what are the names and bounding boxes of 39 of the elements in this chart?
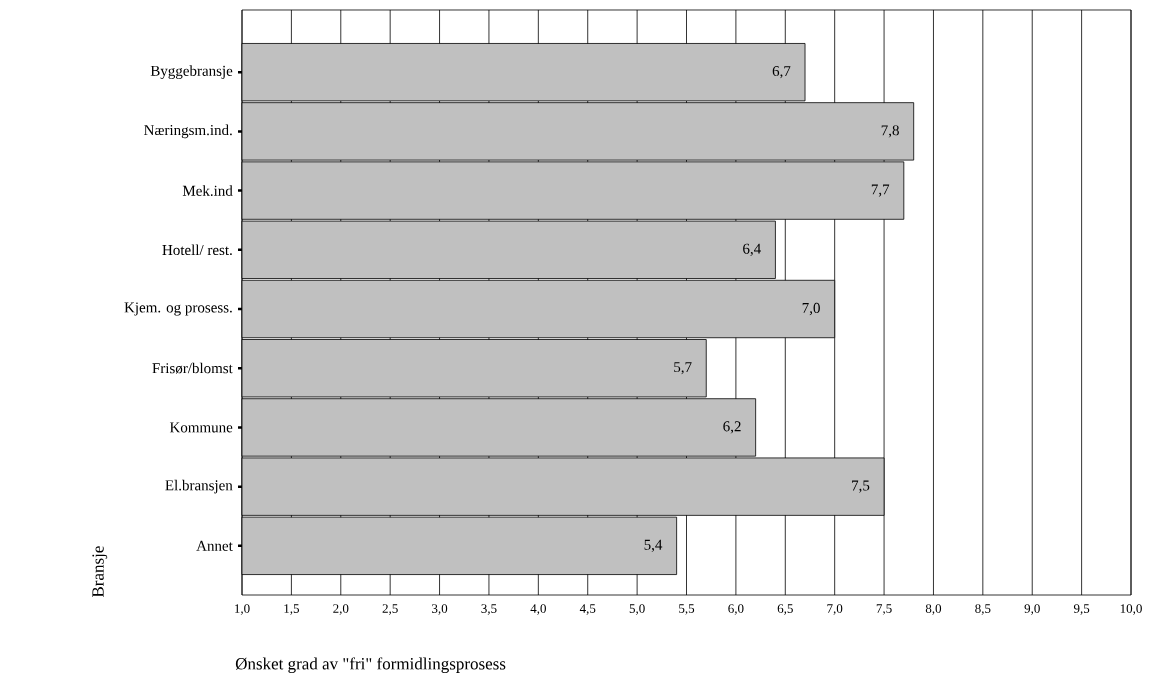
data-label: 5,4: [644, 539, 663, 552]
y-tick-label: Kjem. og prosess.: [124, 302, 232, 316]
x-tick-label: 3,5: [481, 604, 497, 615]
y-tick-label: Annet: [196, 540, 233, 551]
x-tick-label: 10,0: [1120, 604, 1142, 615]
y-tick-label: Hotell/ rest.: [162, 244, 232, 256]
y-tick-label: Kommune: [169, 422, 233, 433]
x-tick-label: 7,0: [827, 604, 843, 615]
x-tick-label: 5,5: [679, 604, 695, 615]
y-tick-label: Byggebransje: [150, 65, 233, 79]
x-tick-label: 4,0: [530, 604, 546, 615]
x-tick-label: 2,0: [333, 604, 349, 615]
data-label: 7,8: [881, 125, 899, 138]
data-label: 7,7: [871, 184, 890, 197]
x-tick-label: 9,0: [1024, 604, 1040, 615]
data-label: 6,4: [743, 243, 761, 256]
x-tick-label: 1,0: [235, 604, 250, 615]
x-tick-label: 3,0: [432, 604, 448, 615]
x-tick-label: 8,0: [925, 604, 942, 615]
x-tick-label: 6,5: [777, 604, 793, 615]
y-tick-label: Mek.ind: [182, 185, 233, 196]
x-tick-label: 1,5: [284, 604, 300, 615]
y-axis-title: Bransje: [92, 546, 108, 598]
y-tick-label: Frisør/blomst: [152, 362, 233, 374]
x-tick-label: 7,5: [876, 604, 892, 615]
data-label: 6,2: [723, 421, 741, 434]
x-tick-label: 8,5: [975, 604, 991, 615]
x-tick-label: 4,5: [579, 604, 596, 615]
x-tick-label: 2,5: [382, 604, 398, 615]
data-label: 7,5: [852, 480, 870, 493]
x-tick-label: 9,5: [1073, 604, 1090, 615]
data-label: 5,7: [674, 362, 692, 375]
data-label: 6,7: [772, 66, 791, 79]
y-tick-label: Næringsm.ind.: [144, 124, 232, 139]
x-axis-title: Ønsket grad av "fri" formidlingsprosess: [235, 657, 506, 674]
data-label: 7,0: [802, 302, 820, 316]
x-tick-label: 6,0: [728, 604, 744, 615]
x-tick-label: 5,0: [629, 604, 645, 615]
y-tick-label: El.bransjen: [165, 479, 233, 494]
